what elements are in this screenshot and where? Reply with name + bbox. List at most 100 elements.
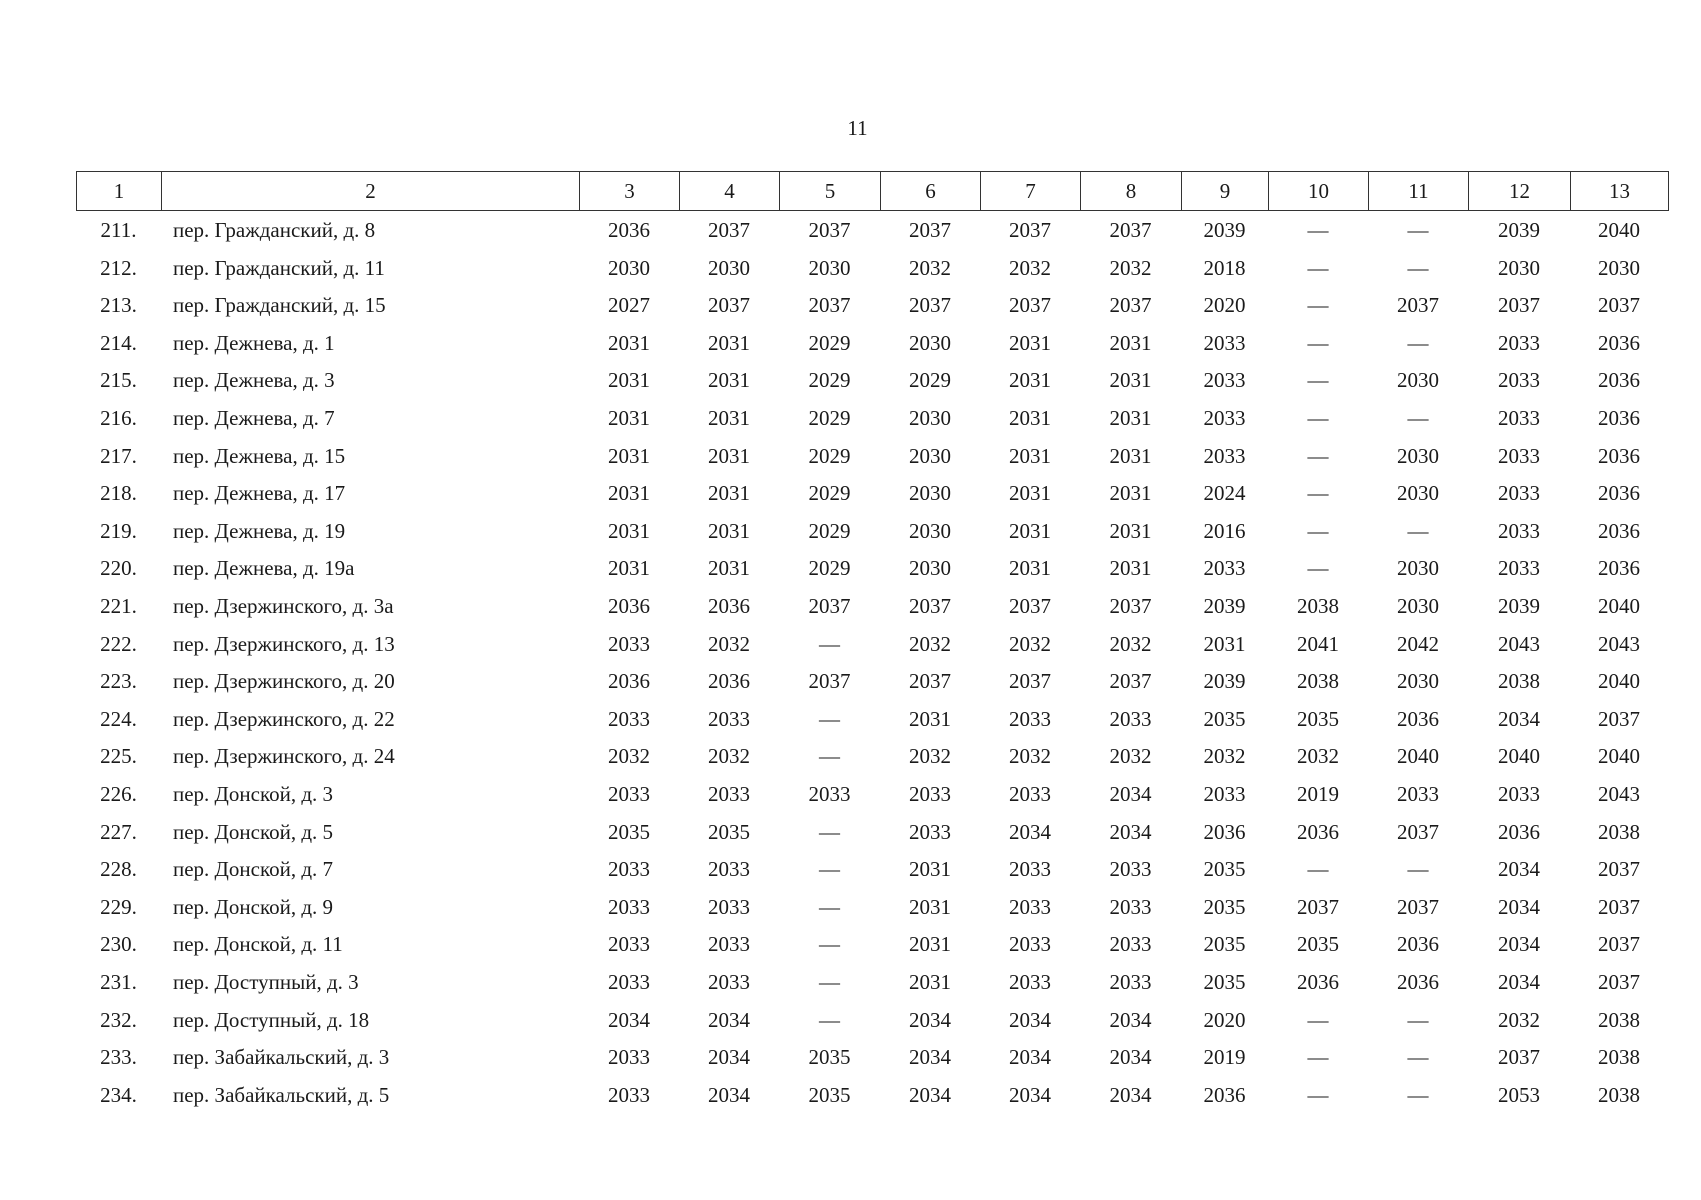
- year-cell: 2033: [1009, 857, 1051, 882]
- year-cell: 2035: [708, 819, 750, 844]
- year-cell: 2033: [608, 706, 650, 731]
- year-cell: 2040: [1598, 218, 1640, 242]
- year-cell: —: [819, 819, 840, 844]
- address-cell: пер. Забайкальский, д. 5: [173, 1082, 390, 1107]
- year-cell: 2032: [1009, 631, 1051, 656]
- year-cell: 2036: [1397, 706, 1439, 731]
- year-cell: 2031: [608, 443, 650, 468]
- year-cell: 2033: [1203, 330, 1246, 355]
- year-cell: 2031: [1009, 518, 1051, 543]
- header-cell: 8: [1080, 171, 1182, 211]
- year-cell: 2034: [1498, 706, 1540, 731]
- year-cell: —: [1407, 406, 1429, 430]
- year-cell: 2043: [1598, 782, 1640, 806]
- year-cell: 2038: [1297, 594, 1339, 618]
- year-cell: 2032: [1109, 744, 1152, 769]
- address-cell: пер. Дежнева, д. 19а: [173, 556, 355, 581]
- year-cell: 2034: [1109, 1007, 1152, 1032]
- year-cell: —: [819, 932, 840, 957]
- year-cell: 2034: [1009, 1007, 1051, 1032]
- year-cell: —: [819, 894, 840, 919]
- year-cell: 2037: [808, 594, 851, 618]
- row-number: 233.: [100, 1045, 137, 1070]
- year-cell: 2041: [1297, 631, 1339, 656]
- year-cell: 2035: [608, 819, 650, 844]
- year-cell: 2031: [1109, 518, 1152, 543]
- year-cell: —: [819, 631, 840, 656]
- address-cell: пер. Гражданский, д. 8: [173, 218, 376, 242]
- year-cell: —: [1307, 406, 1329, 430]
- year-cell: 2033: [1498, 782, 1540, 806]
- year-cell: 2030: [909, 518, 951, 543]
- year-cell: 2033: [608, 857, 650, 882]
- header-cell: 9: [1181, 171, 1269, 211]
- year-cell: 2034: [1109, 819, 1152, 844]
- year-cell: 2031: [909, 932, 951, 957]
- year-cell: 2036: [1598, 368, 1640, 393]
- year-cell: 2034: [1109, 1082, 1152, 1107]
- header-cell: 1: [76, 171, 162, 211]
- year-cell: —: [1307, 255, 1329, 280]
- year-cell: 2037: [1109, 218, 1152, 242]
- year-cell: 2036: [1297, 970, 1339, 994]
- row-number: 229.: [100, 894, 137, 919]
- year-cell: 2036: [1498, 819, 1540, 844]
- year-cell: 2033: [1109, 894, 1152, 919]
- year-cell: 2032: [1109, 631, 1152, 656]
- row-number: 228.: [100, 857, 137, 882]
- row-number: 218.: [100, 481, 137, 506]
- year-cell: 2031: [1109, 556, 1152, 581]
- year-cell: 2031: [1009, 481, 1051, 506]
- year-cell: 2031: [909, 894, 951, 919]
- year-cell: 2033: [708, 857, 750, 882]
- year-cell: 2037: [1598, 932, 1640, 957]
- year-cell: 2029: [808, 368, 851, 393]
- year-cell: 2043: [1598, 631, 1640, 656]
- year-cell: 2033: [1203, 406, 1246, 430]
- year-cell: 2030: [909, 556, 951, 581]
- row-number: 215.: [100, 368, 137, 393]
- year-cell: 2029: [909, 368, 951, 393]
- row-number: 213.: [100, 293, 137, 318]
- year-cell: 2033: [909, 819, 951, 844]
- year-cell: 2032: [909, 255, 951, 280]
- year-cell: 2030: [808, 255, 851, 280]
- year-cell: 2033: [1009, 706, 1051, 731]
- year-cell: 2033: [1498, 406, 1540, 430]
- address-cell: пер. Дзержинского, д. 3а: [173, 594, 394, 618]
- year-cell: 2031: [708, 368, 750, 393]
- year-cell: 2037: [909, 594, 951, 618]
- year-cell: 2033: [608, 932, 650, 957]
- year-cell: 2037: [1598, 293, 1640, 318]
- year-cell: 2037: [1598, 857, 1640, 882]
- year-cell: 2031: [608, 368, 650, 393]
- year-cell: 2033: [1009, 782, 1051, 806]
- year-cell: 2037: [1109, 594, 1152, 618]
- year-cell: —: [1307, 857, 1329, 882]
- year-cell: 2037: [1598, 894, 1640, 919]
- year-cell: 2034: [1498, 970, 1540, 994]
- year-cell: 2053: [1498, 1082, 1540, 1107]
- year-cell: 2031: [909, 857, 951, 882]
- year-cell: 2037: [1397, 819, 1439, 844]
- year-cell: —: [1407, 518, 1429, 543]
- year-cell: 2033: [608, 1082, 650, 1107]
- page-number: 11: [847, 116, 868, 140]
- row-number: 217.: [100, 443, 137, 468]
- year-cell: 2033: [1397, 782, 1439, 806]
- address-cell: пер. Гражданский, д. 15: [173, 293, 386, 318]
- year-cell: 2036: [708, 669, 750, 694]
- year-cell: 2033: [708, 782, 750, 806]
- year-cell: —: [819, 744, 840, 769]
- header-cell: 10: [1268, 171, 1369, 211]
- year-cell: 2040: [1598, 669, 1640, 694]
- year-cell: —: [1307, 518, 1329, 543]
- year-cell: 2034: [708, 1045, 750, 1070]
- year-cell: 2031: [909, 970, 951, 994]
- year-cell: 2036: [1203, 1082, 1246, 1107]
- year-cell: 2035: [1203, 932, 1246, 957]
- year-cell: 2031: [608, 518, 650, 543]
- year-cell: —: [1307, 1082, 1329, 1107]
- year-cell: 2030: [909, 406, 951, 430]
- year-cell: 2033: [708, 970, 750, 994]
